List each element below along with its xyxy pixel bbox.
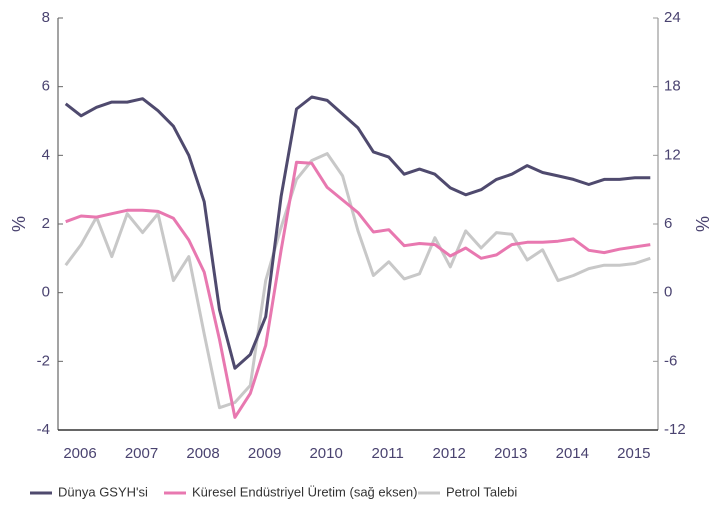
y-axis-label: %: [9, 216, 29, 232]
x-tick-label: 2006: [63, 445, 96, 462]
x-tick-label: 2011: [372, 445, 404, 462]
y-tick-label: 4: [42, 146, 50, 163]
series-line: [64, 95, 651, 370]
legend-label: Küresel Endüstriyel Üretim (sağ eksen): [192, 484, 417, 499]
y2-tick-label: -6: [664, 352, 677, 369]
y2-tick-label: -12: [664, 421, 686, 438]
y-tick-label: -4: [37, 421, 50, 438]
y-tick-label: 2: [42, 215, 50, 232]
y-tick-label: -2: [37, 352, 50, 369]
y-tick-label: 0: [42, 284, 50, 301]
y-tick-label: 8: [42, 9, 50, 26]
y2-tick-label: 6: [664, 215, 672, 232]
x-tick-label: 2013: [494, 445, 527, 462]
x-tick-label: 2012: [433, 445, 466, 462]
x-tick-label: 2007: [125, 445, 158, 462]
y2-tick-label: 24: [664, 9, 681, 26]
y2-tick-label: 0: [664, 284, 672, 301]
y2-tick-label: 12: [664, 146, 681, 163]
x-tick-label: 2014: [556, 445, 589, 462]
legend-label: Petrol Talebi: [446, 484, 517, 499]
x-tick-label: 2010: [309, 445, 342, 462]
y2-axis-label: %: [693, 216, 713, 232]
series-line: [65, 160, 651, 419]
x-tick-label: 2015: [617, 445, 650, 462]
y-tick-label: 6: [42, 78, 50, 95]
x-tick-label: 2009: [248, 445, 281, 462]
series-line: [64, 152, 651, 410]
x-tick-label: 2008: [186, 445, 219, 462]
legend-label: Dünya GSYH'si: [58, 484, 148, 499]
y2-tick-label: 18: [664, 78, 681, 95]
